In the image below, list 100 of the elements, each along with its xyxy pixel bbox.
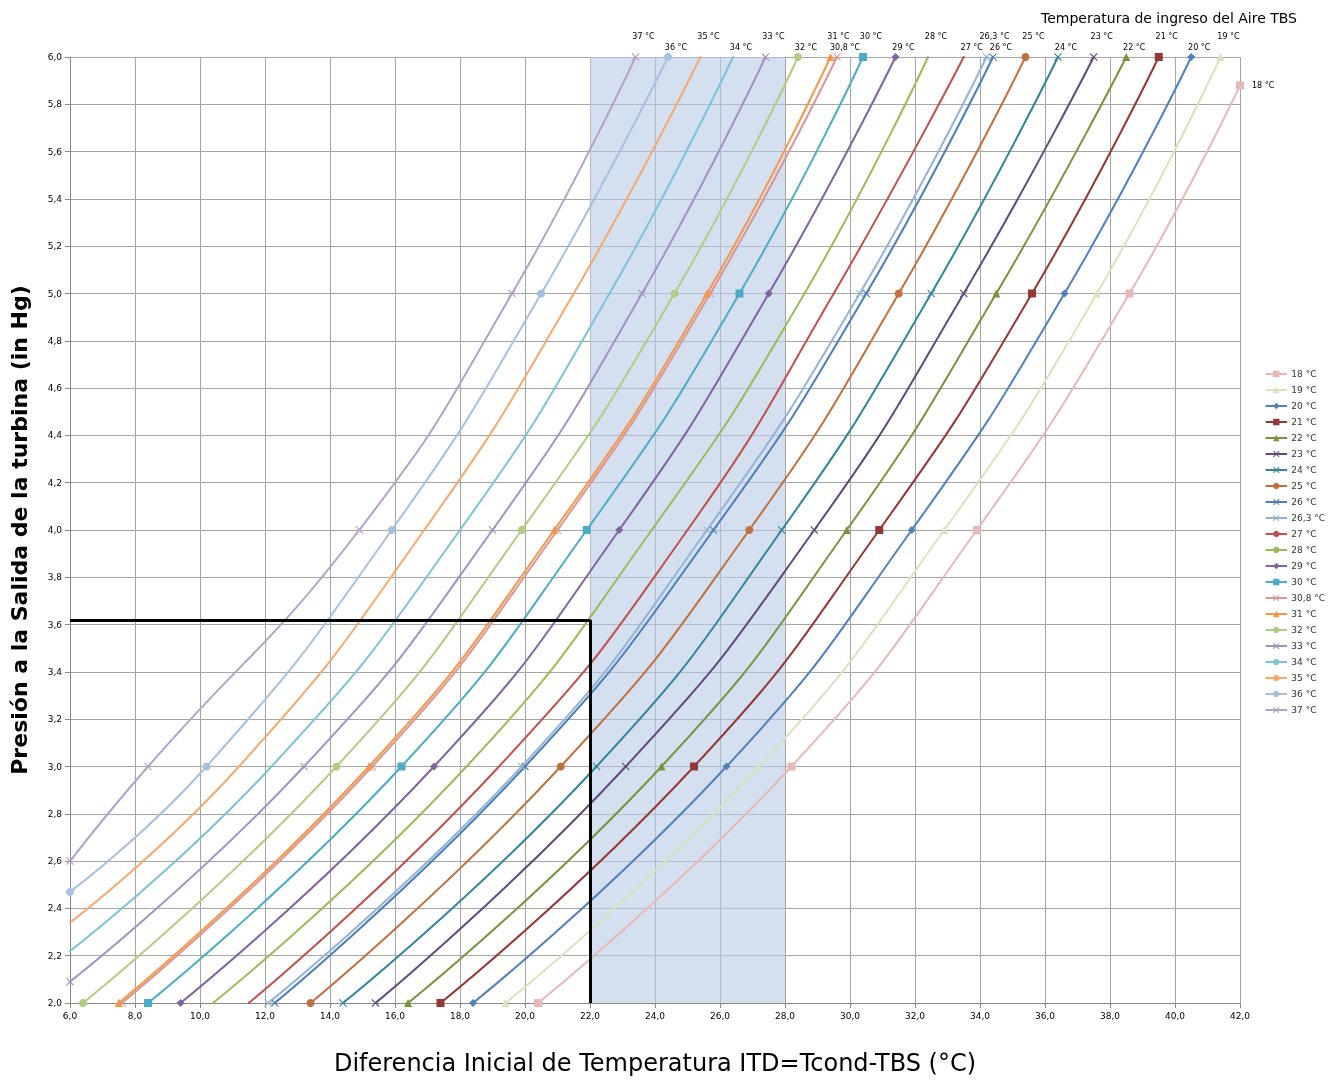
point	[777, 526, 786, 534]
point	[907, 526, 916, 534]
point	[972, 526, 981, 534]
point	[1236, 81, 1244, 90]
y-tick-label: 3,0	[47, 761, 63, 772]
point	[1060, 289, 1069, 298]
point	[397, 762, 406, 771]
y-tick-label: 2,2	[47, 950, 62, 961]
y-tick-label: 3,8	[47, 572, 63, 583]
legend-label: 24 °C	[1291, 465, 1317, 475]
point	[1216, 53, 1225, 61]
point	[859, 53, 867, 61]
x-tick-label: 16,0	[384, 1010, 406, 1021]
text: 24 °C	[1054, 42, 1078, 52]
point	[722, 762, 731, 771]
point	[621, 762, 630, 771]
legend-label: 22 °C	[1291, 433, 1317, 443]
x-tick-label: 30,0	[839, 1010, 861, 1021]
point	[306, 999, 315, 1007]
point	[787, 762, 796, 771]
point	[534, 999, 542, 1007]
point	[982, 53, 991, 61]
legend-label: 27 °C	[1291, 529, 1317, 539]
y-tick-label: 4,2	[47, 477, 62, 488]
point	[1187, 53, 1196, 61]
x-tick-label: 36,0	[1034, 1010, 1056, 1021]
text: 34 °C	[729, 42, 753, 52]
x-tick-label: 26,0	[709, 1010, 731, 1021]
point	[1021, 53, 1030, 61]
legend-title: Temperatura de ingreso del Aire TBS	[1040, 10, 1298, 26]
point	[764, 289, 773, 298]
legend-label: 25 °C	[1291, 481, 1317, 491]
point	[501, 999, 510, 1007]
point	[703, 289, 711, 298]
point	[556, 762, 565, 771]
point	[891, 53, 900, 61]
text: 26,3 °C	[979, 31, 1010, 41]
text: 21 °C	[1155, 31, 1178, 41]
point	[144, 999, 152, 1007]
text: 28 °C	[924, 31, 948, 41]
legend-label: 20 °C	[1291, 401, 1317, 411]
point	[664, 53, 672, 61]
text: 36 °C	[664, 42, 688, 52]
point	[927, 289, 936, 298]
point	[488, 526, 497, 534]
legend-label: 19 °C	[1291, 385, 1317, 395]
x-tick-label: 12,0	[254, 1010, 276, 1021]
y-tick-label: 3,2	[47, 714, 62, 725]
y-tick-label: 3,6	[47, 619, 63, 630]
text: 30 °C	[859, 31, 883, 41]
point	[615, 526, 624, 534]
legend-label: 21 °C	[1291, 417, 1317, 427]
y-tick-label: 2,8	[47, 808, 63, 819]
point	[755, 762, 763, 771]
y-tick-label: 4,4	[47, 430, 63, 441]
legend-label: 18 °C	[1291, 369, 1317, 379]
point	[508, 289, 516, 298]
x-tick-label: 32,0	[904, 1010, 926, 1021]
point	[264, 999, 273, 1007]
point	[66, 977, 74, 986]
point	[1028, 289, 1036, 298]
text: 31 °C	[827, 31, 850, 41]
y-tick-label: 5,6	[47, 146, 63, 157]
point	[875, 526, 884, 534]
legend-label: 23 °C	[1291, 449, 1317, 459]
point	[371, 999, 380, 1007]
x-tick-label: 6,0	[62, 1010, 78, 1021]
point	[365, 762, 373, 771]
text: 30,8 °C	[830, 42, 860, 52]
point	[810, 526, 819, 534]
x-axis-title: Diferencia Inicial de Temperatura ITD=Tcond-TBS (°C)	[333, 1049, 977, 1077]
point	[332, 762, 341, 771]
point	[436, 999, 445, 1007]
point	[992, 289, 1001, 298]
point	[300, 762, 308, 771]
text: 18 °C	[1252, 80, 1275, 90]
text: 37 °C	[632, 31, 655, 41]
legend-label: 30 °C	[1291, 577, 1317, 587]
y-tick-label: 3,4	[47, 666, 63, 677]
y-tick-label: 5,2	[47, 241, 62, 252]
legend-label: 31 °C	[1291, 609, 1317, 619]
point	[582, 526, 591, 534]
y-tick-label: 2,4	[47, 903, 63, 914]
point	[355, 526, 364, 534]
point	[745, 526, 754, 534]
text: 32 °C	[794, 42, 818, 52]
point	[202, 762, 211, 771]
x-tick-label: 38,0	[1099, 1010, 1121, 1021]
point	[894, 289, 903, 298]
point	[517, 762, 526, 771]
legend-label: 36 °C	[1291, 689, 1317, 699]
point	[670, 289, 679, 298]
y-tick-label: 5,0	[47, 288, 63, 299]
y-tick-label: 6,0	[47, 52, 63, 62]
point	[940, 526, 949, 534]
point	[430, 762, 438, 771]
y-tick-label: 4,0	[47, 525, 63, 535]
point	[79, 999, 87, 1007]
point	[517, 526, 526, 534]
legend-label: 30,8 °C	[1291, 593, 1325, 603]
